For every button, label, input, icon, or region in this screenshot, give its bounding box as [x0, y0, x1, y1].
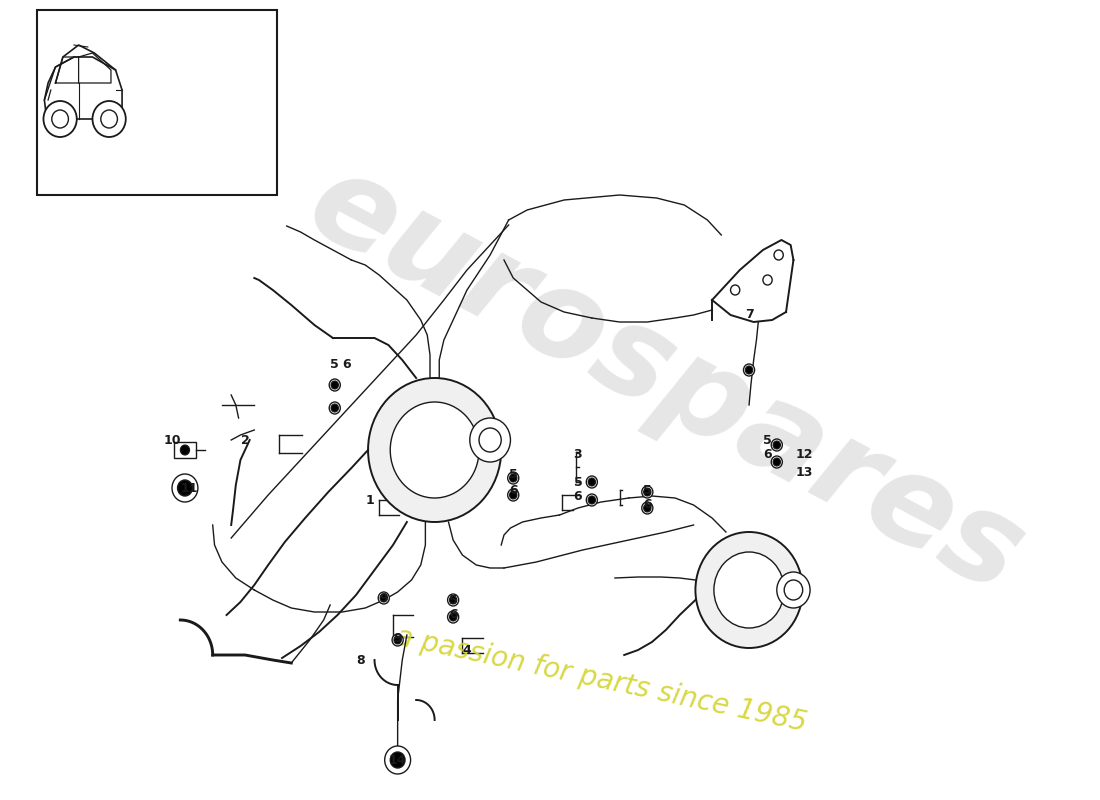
Circle shape [773, 458, 781, 466]
Circle shape [331, 404, 339, 412]
Text: 6: 6 [342, 358, 351, 371]
Text: 3: 3 [574, 449, 582, 462]
Circle shape [450, 596, 456, 604]
Circle shape [509, 474, 517, 482]
Circle shape [390, 752, 405, 768]
Circle shape [378, 592, 389, 604]
Text: 5: 5 [573, 475, 582, 489]
Text: 5: 5 [763, 434, 772, 446]
Circle shape [784, 580, 803, 600]
Circle shape [588, 496, 595, 504]
Text: 4: 4 [463, 643, 472, 657]
Circle shape [52, 110, 68, 128]
Circle shape [773, 441, 781, 449]
Circle shape [331, 381, 339, 389]
Circle shape [394, 636, 402, 644]
Circle shape [448, 594, 459, 606]
Circle shape [744, 364, 755, 376]
Circle shape [44, 101, 77, 137]
Circle shape [641, 502, 653, 514]
Bar [174, 442, 196, 458]
Circle shape [771, 456, 782, 468]
Text: 6: 6 [644, 498, 651, 511]
Circle shape [92, 101, 125, 137]
Circle shape [508, 472, 519, 484]
Circle shape [777, 572, 810, 608]
Circle shape [478, 428, 502, 452]
Circle shape [450, 613, 456, 621]
Circle shape [329, 379, 340, 391]
Circle shape [508, 489, 519, 501]
Circle shape [368, 378, 502, 522]
Text: a passion for parts since 1985: a passion for parts since 1985 [393, 622, 810, 738]
Circle shape [695, 532, 803, 648]
Text: 11: 11 [180, 482, 198, 494]
Circle shape [730, 285, 740, 295]
Circle shape [385, 746, 410, 774]
Circle shape [644, 488, 651, 496]
Circle shape [381, 594, 387, 602]
Text: 2: 2 [241, 434, 250, 446]
Text: 13: 13 [795, 466, 813, 478]
Text: eurospares: eurospares [288, 141, 1043, 619]
Circle shape [586, 476, 597, 488]
Circle shape [774, 250, 783, 260]
Text: 14: 14 [389, 754, 406, 766]
Text: 5: 5 [642, 483, 651, 497]
Circle shape [588, 478, 595, 486]
Text: 7: 7 [745, 309, 754, 322]
Circle shape [448, 611, 459, 623]
Text: 5: 5 [509, 469, 518, 482]
Text: 9: 9 [394, 631, 402, 645]
Text: 12: 12 [795, 449, 813, 462]
Text: 9: 9 [379, 591, 388, 605]
Circle shape [470, 418, 510, 462]
Text: 6: 6 [449, 609, 458, 622]
Circle shape [509, 491, 517, 499]
Circle shape [644, 504, 651, 512]
Text: 6: 6 [574, 490, 582, 503]
Circle shape [763, 275, 772, 285]
Text: 5: 5 [449, 594, 458, 606]
Circle shape [172, 474, 198, 502]
Text: 1: 1 [365, 494, 374, 506]
Circle shape [392, 634, 404, 646]
Circle shape [641, 486, 653, 498]
Circle shape [329, 402, 340, 414]
Circle shape [746, 366, 752, 374]
Circle shape [101, 110, 118, 128]
Text: 8: 8 [356, 654, 365, 666]
Circle shape [586, 494, 597, 506]
Text: 6: 6 [509, 483, 517, 497]
Circle shape [177, 480, 192, 496]
Circle shape [180, 445, 189, 455]
Text: 5: 5 [330, 358, 339, 371]
Text: 10: 10 [163, 434, 180, 446]
Circle shape [390, 402, 478, 498]
Circle shape [771, 439, 782, 451]
Bar [37, 10, 277, 195]
Text: 6: 6 [763, 449, 772, 462]
Circle shape [714, 552, 784, 628]
